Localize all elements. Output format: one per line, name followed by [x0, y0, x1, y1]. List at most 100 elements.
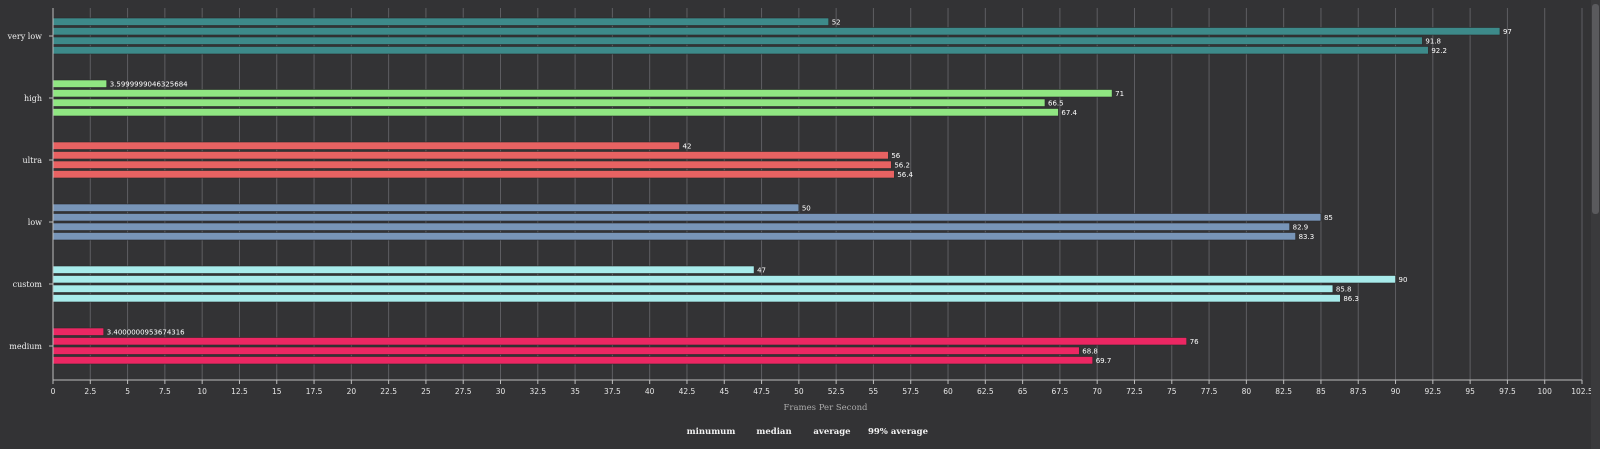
- bar-group-custom: custom 47 90 85.886.3: [13, 265, 1408, 303]
- bar[interactable]: [52, 98, 1046, 107]
- bar[interactable]: [52, 265, 755, 274]
- x-tick-label: 92.5: [1424, 387, 1441, 396]
- x-tick-label: 35: [570, 387, 580, 396]
- bar[interactable]: [52, 108, 1059, 117]
- x-tick-label: 57.5: [902, 387, 919, 396]
- x-tick-label: 42.5: [679, 387, 696, 396]
- bar-group-ultra: ultra 42 56 56.256.4: [22, 141, 913, 179]
- bar[interactable]: [52, 327, 105, 336]
- bar-value-label: 85.8: [1336, 286, 1352, 294]
- bar-value-label: 91.8: [1425, 38, 1441, 46]
- bar[interactable]: [52, 79, 108, 88]
- bar-value-label: 82.9: [1293, 224, 1309, 232]
- category-label: low: [28, 218, 42, 227]
- legend-item[interactable]: 99% average: [868, 427, 929, 437]
- x-tick-label: 100: [1538, 387, 1553, 396]
- x-tick-label: 72.5: [1126, 387, 1143, 396]
- x-tick-label: 62.5: [977, 387, 994, 396]
- x-tick-label: 37.5: [604, 387, 621, 396]
- x-tick-label: 95: [1465, 387, 1475, 396]
- bar[interactable]: [52, 151, 889, 160]
- x-tick-label: 5: [125, 387, 130, 396]
- bar[interactable]: [52, 337, 1187, 346]
- bar-group-very-low: very low 52 97 91.892.2: [7, 17, 1512, 55]
- bar[interactable]: [52, 141, 680, 150]
- bar-value-label: 47: [757, 267, 766, 275]
- x-tick-label: 17.5: [306, 387, 323, 396]
- x-tick-label: 97.5: [1499, 387, 1516, 396]
- bar-value-label: 42: [683, 143, 692, 151]
- bar[interactable]: [52, 275, 1396, 284]
- x-tick-label: 90: [1391, 387, 1401, 396]
- bar-value-label: 56.4: [897, 171, 913, 179]
- bar-value-label: 85: [1324, 214, 1333, 222]
- category-label: medium: [9, 342, 42, 351]
- bar-group-high: high 3.5999999046325684 71 66.567.4: [24, 79, 1124, 117]
- x-tick-label: 15: [272, 387, 282, 396]
- category-label: very low: [7, 32, 43, 41]
- x-tick-label: 45: [719, 387, 729, 396]
- bar-value-label: 69.7: [1096, 357, 1112, 365]
- bar-value-label: 92.2: [1431, 47, 1447, 55]
- x-tick-label: 80: [1242, 387, 1252, 396]
- bar[interactable]: [52, 222, 1290, 231]
- legend-item[interactable]: average: [813, 427, 851, 437]
- x-tick-label: 10: [197, 387, 207, 396]
- x-tick-label: 77.5: [1201, 387, 1218, 396]
- x-tick-label: 60: [943, 387, 953, 396]
- x-axis-title: Frames Per Second: [784, 403, 869, 413]
- scrollbar-thumb[interactable]: [1592, 4, 1599, 214]
- bar[interactable]: [52, 213, 1322, 222]
- x-tick-label: 47.5: [753, 387, 770, 396]
- bar-group-medium: medium 3.4000000953674316 76 68.869.7: [9, 327, 1199, 365]
- bar[interactable]: [52, 203, 800, 212]
- bar-value-label: 50: [802, 205, 811, 213]
- bar-value-label: 83.3: [1299, 233, 1315, 241]
- x-tick-label: 102.5: [1571, 387, 1593, 396]
- bar[interactable]: [52, 46, 1429, 55]
- bar-value-label: 97: [1503, 28, 1512, 36]
- x-tick-label: 12.5: [231, 387, 248, 396]
- bar-value-label: 71: [1115, 90, 1124, 98]
- bar[interactable]: [52, 160, 892, 169]
- x-tick-label: 55: [869, 387, 879, 396]
- x-tick-label: 27.5: [455, 387, 472, 396]
- x-tick-label: 82.5: [1275, 387, 1292, 396]
- x-tick-label: 75: [1167, 387, 1177, 396]
- bar[interactable]: [52, 89, 1113, 98]
- x-tick-label: 67.5: [1052, 387, 1069, 396]
- x-tick-label: 7.5: [159, 387, 171, 396]
- legend-item[interactable]: minumum: [687, 427, 736, 437]
- bar[interactable]: [52, 17, 829, 26]
- bar[interactable]: [52, 294, 1341, 303]
- x-tick-label: 85: [1316, 387, 1326, 396]
- bar[interactable]: [52, 356, 1094, 365]
- bar[interactable]: [52, 284, 1334, 293]
- bar-value-label: 67.4: [1061, 109, 1077, 117]
- x-tick-label: 32.5: [529, 387, 546, 396]
- x-tick-label: 20: [347, 387, 357, 396]
- bar[interactable]: [52, 232, 1296, 241]
- x-tick-label: 65: [1018, 387, 1028, 396]
- bar-value-label: 86.3: [1343, 295, 1359, 303]
- bar[interactable]: [52, 36, 1423, 45]
- bar-value-label: 3.4000000953674316: [107, 329, 185, 337]
- bar[interactable]: [52, 170, 895, 179]
- bar[interactable]: [52, 346, 1080, 355]
- bar-value-label: 90: [1399, 276, 1408, 284]
- grid-layer: [52, 8, 1583, 380]
- bar[interactable]: [52, 27, 1501, 36]
- bar-layer: very low 52 97 91.892.2 high 3.59999990463256…: [7, 17, 1512, 365]
- scrollbar-track[interactable]: [1591, 0, 1600, 449]
- x-tick-label: 40: [645, 387, 655, 396]
- bar-value-label: 56.2: [894, 162, 910, 170]
- bar-value-label: 3.5999999046325684: [110, 81, 188, 89]
- bar-value-label: 76: [1190, 338, 1199, 346]
- legend[interactable]: minumum median average 99% average: [687, 427, 929, 437]
- category-label: custom: [13, 280, 43, 289]
- bar-value-label: 68.8: [1082, 348, 1098, 356]
- legend-item[interactable]: median: [756, 427, 791, 437]
- x-tick-label: 70: [1092, 387, 1102, 396]
